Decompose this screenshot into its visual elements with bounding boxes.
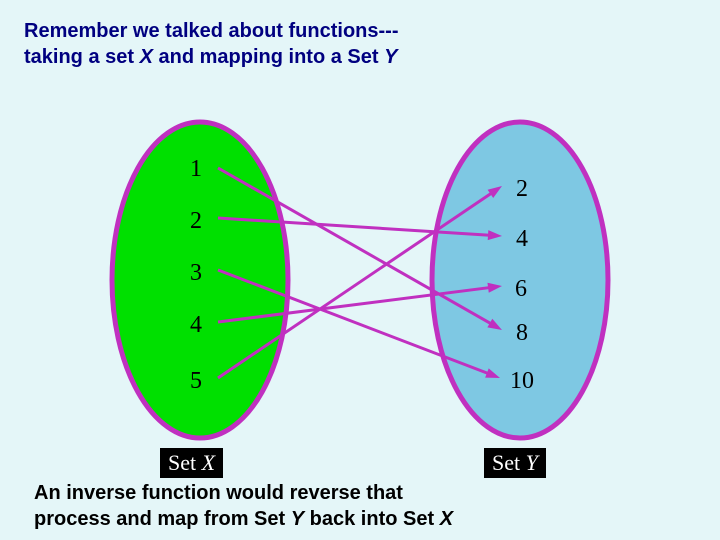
set-y-element: 4: [516, 226, 528, 253]
bottom-line-2-Y: Y: [291, 508, 304, 530]
set-y-element: 6: [515, 276, 527, 303]
bottom-line-2: process and map from Set Y back into Set…: [34, 508, 453, 531]
set-x-label-var: X: [202, 450, 215, 475]
bottom-line-2-pre: process and map from Set: [34, 508, 291, 530]
set-y-element: 10: [510, 368, 534, 395]
set-x-label: Set X: [160, 448, 223, 478]
set-x-element: 3: [190, 260, 202, 287]
bottom-line-1-text: An inverse function would reverse that: [34, 482, 403, 504]
set-y-label-var: Y: [526, 450, 538, 475]
set-y-label-pre: Set: [492, 450, 526, 475]
set-y-label: Set Y: [484, 448, 546, 478]
set-x-element: 1: [190, 156, 202, 183]
set-x-element: 4: [190, 312, 202, 339]
set-y-element: 2: [516, 176, 528, 203]
bottom-line-2-X: X: [440, 508, 453, 530]
set-x-element: 5: [190, 368, 202, 395]
set-x-element: 2: [190, 208, 202, 235]
mapping-diagram: [0, 0, 720, 540]
bottom-line-1: An inverse function would reverse that: [34, 482, 403, 505]
set-y-element: 8: [516, 320, 528, 347]
bottom-line-2-mid: back into Set: [304, 508, 440, 530]
set-x-label-pre: Set: [168, 450, 202, 475]
